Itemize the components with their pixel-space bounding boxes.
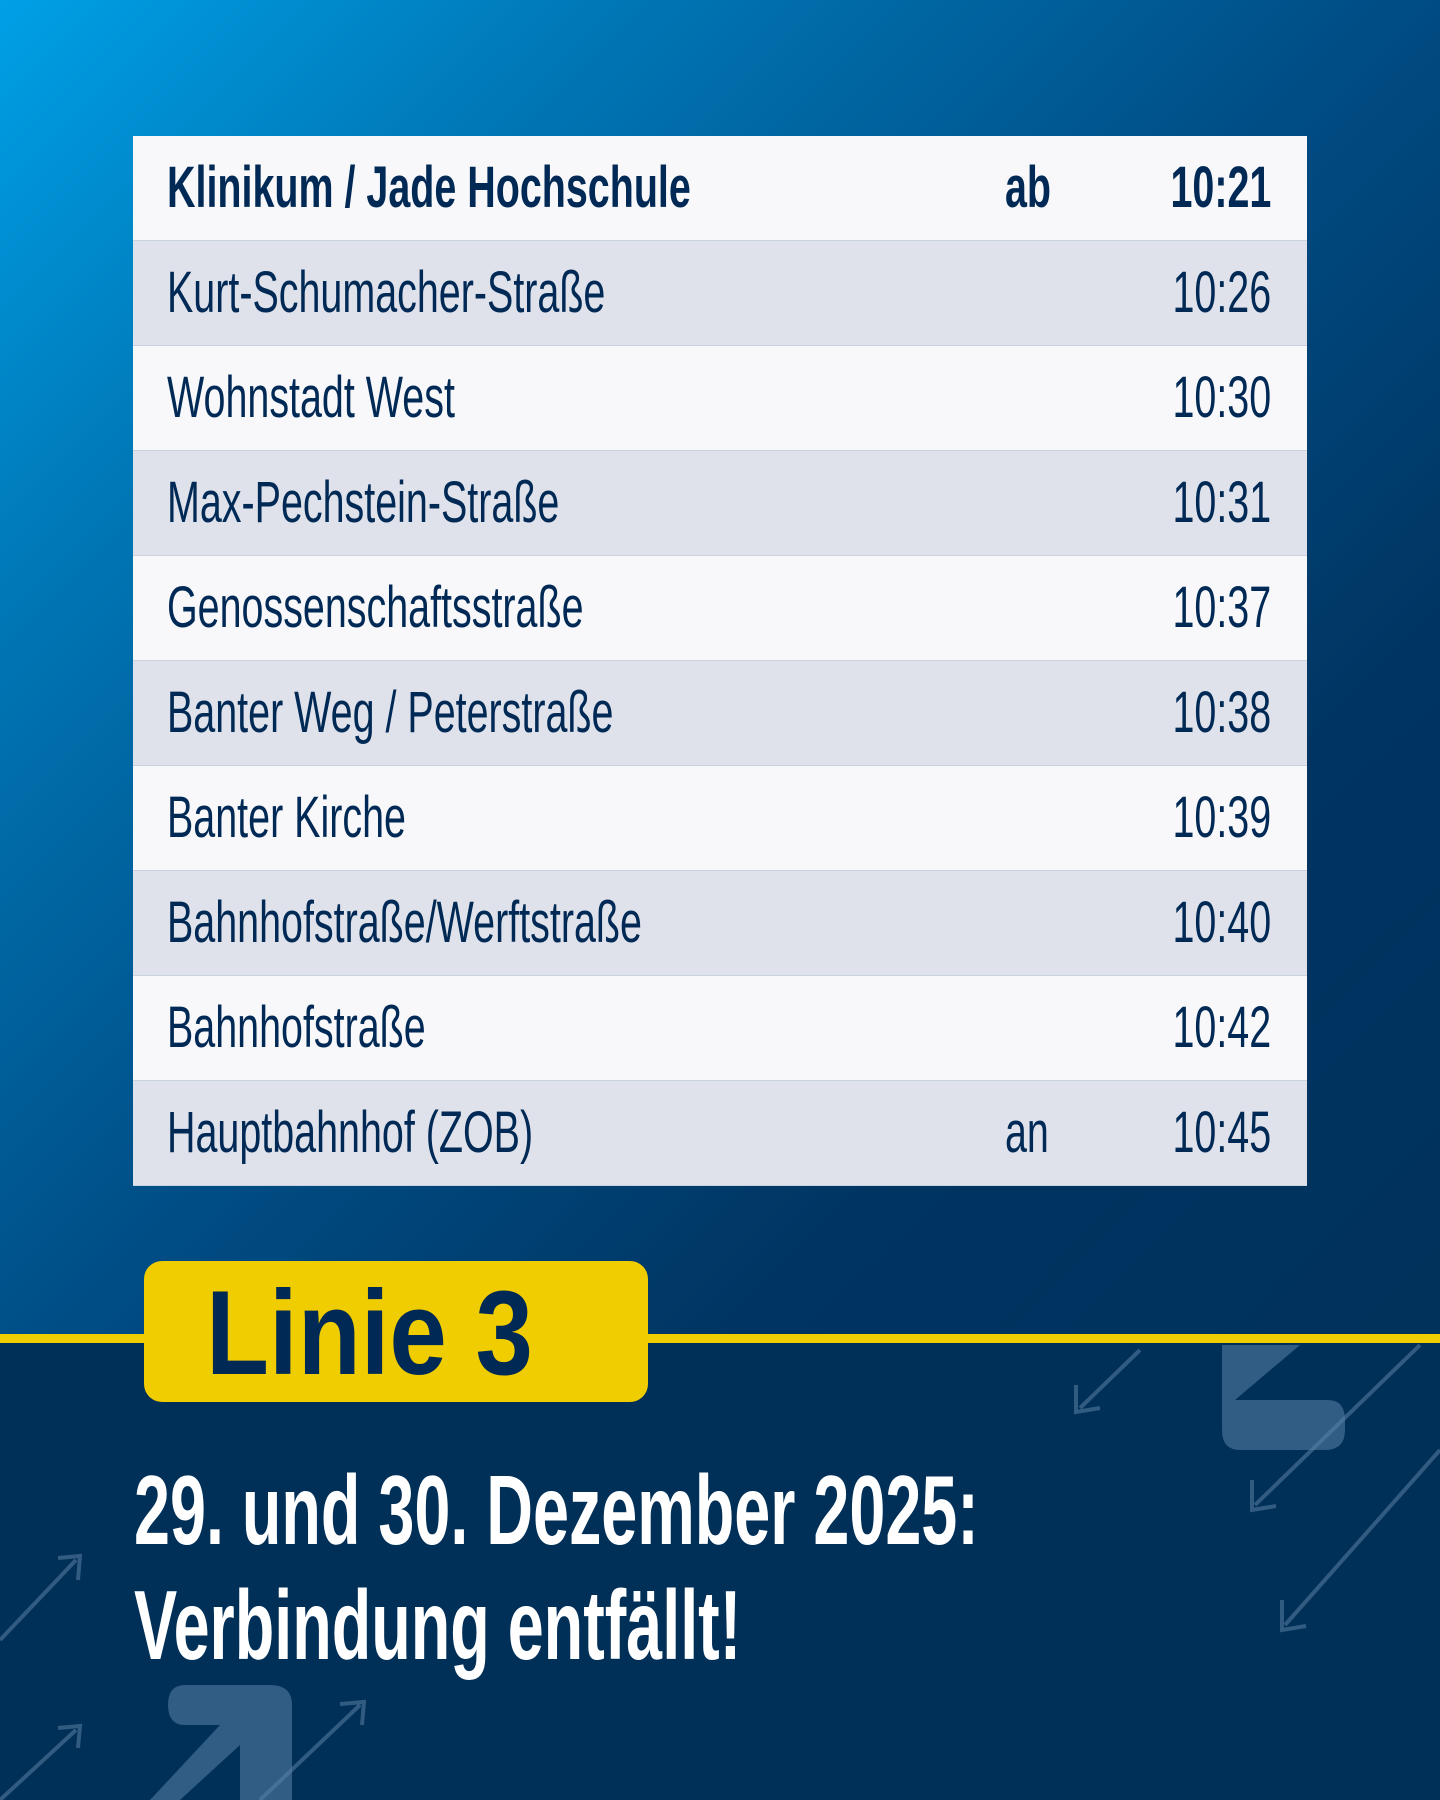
arrow-down-left-icon	[1170, 1345, 1345, 1450]
arrow-up-right-icon	[0, 1723, 83, 1800]
departure-marker: ab	[1005, 155, 1052, 220]
line-badge: Linie 3	[144, 1261, 648, 1402]
arrival-marker: an	[1005, 1100, 1049, 1165]
table-row: Banter Weg / Peterstraße 10:38	[133, 661, 1307, 766]
stop-name: Bahnhofstraße/Werftstraße	[167, 890, 642, 955]
table-row: Wohnstadt West 10:30	[133, 346, 1307, 451]
stop-time: 10:45	[1172, 1100, 1271, 1165]
table-row: Banter Kirche 10:39	[133, 766, 1307, 871]
stop-name: Banter Weg / Peterstraße	[167, 680, 614, 745]
table-row: Bahnhofstraße 10:42	[133, 976, 1307, 1081]
table-row: Max-Pechstein-Straße 10:31	[133, 451, 1307, 556]
arrow-down-left-icon	[1074, 1348, 1142, 1415]
timetable: Klinikum / Jade Hochschule ab 10:21 Kurt-S…	[133, 136, 1307, 1186]
stop-time: 10:31	[1172, 470, 1271, 535]
stop-name: Banter Kirche	[167, 785, 406, 850]
stop-time: 10:38	[1172, 680, 1271, 745]
table-row: Hauptbahnhof (ZOB) an 10:45	[133, 1081, 1307, 1186]
stop-name: Bahnhofstraße	[167, 995, 426, 1060]
table-row: Genossenschaftsstraße 10:37	[133, 556, 1307, 661]
headline-notice: Verbindung entfällt!	[134, 1570, 742, 1680]
stop-name: Max-Pechstein-Straße	[167, 470, 560, 535]
stop-time: 10:26	[1172, 260, 1271, 325]
stop-time: 10:21	[1170, 155, 1271, 220]
arrow-up-right-icon	[0, 1553, 83, 1642]
yellow-divider-line	[0, 1334, 1440, 1343]
headline-date: 29. und 30. Dezember 2025:	[134, 1455, 979, 1565]
stop-time: 10:39	[1172, 785, 1271, 850]
table-row: Bahnhofstraße/Werftstraße 10:40	[133, 871, 1307, 976]
stop-name: Hauptbahnhof (ZOB)	[167, 1100, 534, 1165]
stop-time: 10:42	[1172, 995, 1271, 1060]
stop-time: 10:37	[1172, 575, 1271, 640]
stop-name: Kurt-Schumacher-Straße	[167, 260, 606, 325]
table-row: Klinikum / Jade Hochschule ab 10:21	[133, 136, 1307, 241]
stop-time: 10:30	[1172, 365, 1271, 430]
stop-time: 10:40	[1172, 890, 1271, 955]
stop-name: Klinikum / Jade Hochschule	[167, 155, 691, 220]
arrow-up-right-icon	[150, 1685, 292, 1800]
table-row: Kurt-Schumacher-Straße 10:26	[133, 241, 1307, 346]
stop-name: Genossenschaftsstraße	[167, 575, 584, 640]
stop-name: Wohnstadt West	[167, 365, 455, 430]
arrow-down-left-icon	[1280, 1448, 1440, 1633]
line-badge-label: Linie 3	[206, 1266, 533, 1400]
